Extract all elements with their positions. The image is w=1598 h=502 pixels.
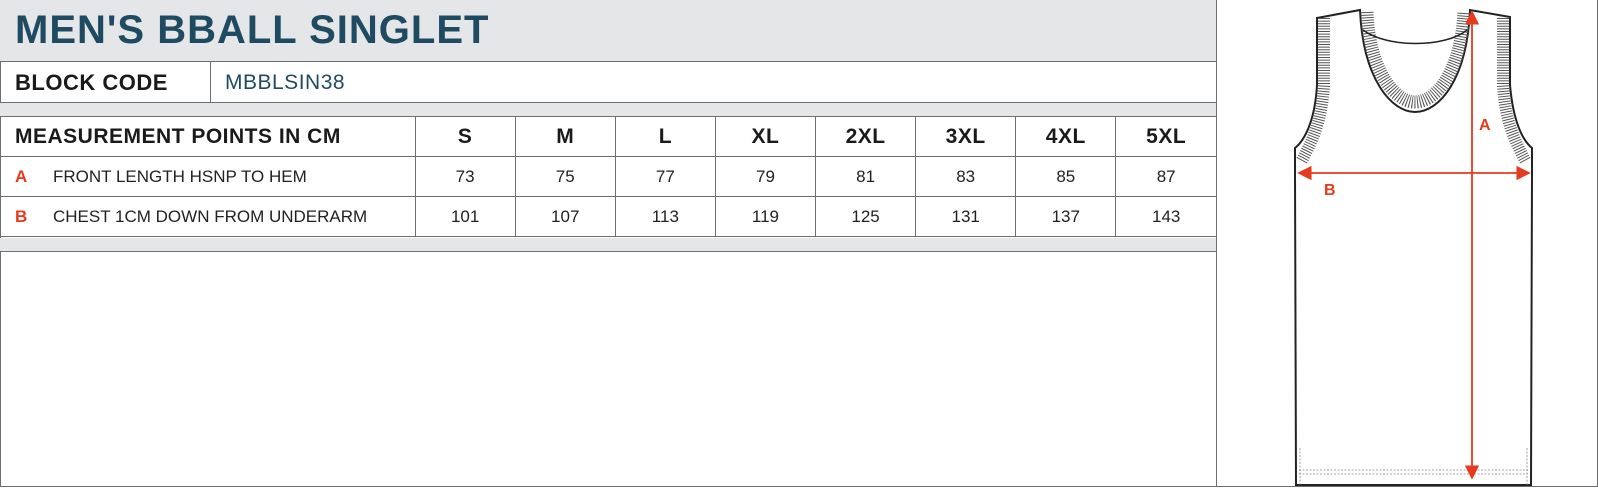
measurement-table: MEASUREMENT POINTS IN CM S M L XL 2XL 3X… [0, 117, 1216, 237]
spacer-band [0, 103, 1216, 117]
point-label: FRONT LENGTH HSNP TO HEM [53, 166, 307, 186]
table-cell: 81 [815, 156, 916, 197]
table-cell: 83 [915, 156, 1016, 197]
neck-rib [1360, 11, 1471, 109]
point-key: B [15, 206, 28, 226]
size-header: 4XL [1015, 117, 1116, 157]
size-header: XL [714, 117, 816, 157]
size-header: M [514, 117, 616, 157]
table-cell: 143 [1115, 196, 1216, 237]
armhole-rib [1497, 18, 1532, 165]
size-chart-panel: MEN'S BBALL SINGLET BLOCK CODE MBBLSIN38… [0, 0, 1217, 487]
singlet-outline [1294, 8, 1533, 486]
singlet-diagram: A B [1217, 0, 1598, 487]
size-header: 3XL [915, 117, 1016, 157]
table-cell: 125 [815, 196, 916, 237]
table-cell: 87 [1115, 156, 1216, 197]
measure-a-label: A [1479, 117, 1491, 134]
measure-b-label: B [1324, 182, 1336, 199]
title-bar: MEN'S BBALL SINGLET [0, 0, 1216, 62]
armhole-rib [1295, 18, 1330, 165]
size-header: 5XL [1115, 117, 1216, 157]
table-cell: 77 [614, 156, 716, 197]
table-row: A FRONT LENGTH HSNP TO HEM 73 75 77 79 81… [0, 156, 1216, 197]
measurement-point: B CHEST 1CM DOWN FROM UNDERARM [0, 196, 416, 237]
block-code-label: BLOCK CODE [15, 70, 168, 95]
table-cell: 113 [614, 196, 716, 237]
block-code-value: MBBLSIN38 [225, 71, 346, 94]
table-cell: 75 [514, 156, 616, 197]
table-cell: 101 [414, 196, 516, 237]
table-cell: 107 [514, 196, 616, 237]
table-cell: 131 [915, 196, 1016, 237]
table-cell: 85 [1015, 156, 1116, 197]
point-label: CHEST 1CM DOWN FROM UNDERARM [53, 206, 368, 226]
table-row: B CHEST 1CM DOWN FROM UNDERARM 101 107 11… [0, 196, 1216, 237]
table-cell: 79 [714, 156, 816, 197]
divider [210, 62, 211, 102]
size-header: S [414, 117, 516, 157]
table-cell: 119 [714, 196, 816, 237]
size-header: L [614, 117, 716, 157]
singlet-illustration: A B [1294, 8, 1533, 486]
block-code-row: BLOCK CODE MBBLSIN38 [0, 62, 1216, 103]
table-header-row: MEASUREMENT POINTS IN CM S M L XL 2XL 3X… [0, 117, 1216, 157]
page-title: MEN'S BBALL SINGLET [15, 8, 490, 52]
measurement-point: A FRONT LENGTH HSNP TO HEM [0, 156, 416, 197]
size-header: 2XL [815, 117, 916, 157]
table-cell: 73 [414, 156, 516, 197]
measurement-header: MEASUREMENT POINTS IN CM [0, 117, 416, 157]
spacer-band [0, 238, 1216, 252]
point-key: A [15, 166, 28, 186]
table-cell: 137 [1015, 196, 1116, 237]
